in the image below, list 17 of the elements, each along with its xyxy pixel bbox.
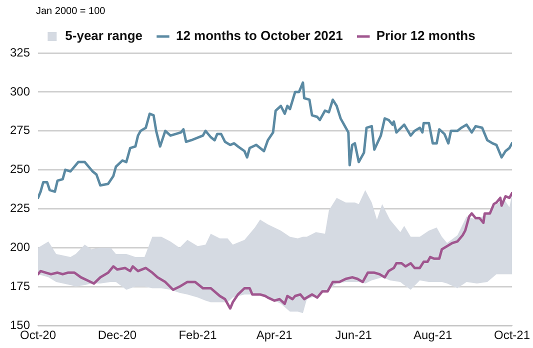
x-tick-label: Aug-21 [413,328,452,342]
y-tick-label: 200 [10,240,30,254]
y-tick-label: 250 [10,162,30,176]
y-tick-label: 325 [10,45,30,60]
x-tick-label: Dec-20 [98,328,137,342]
y-tick-label: 225 [10,201,30,216]
x-tick-label: Oct-21 [494,328,530,342]
legend-label: Prior 12 months [376,28,476,44]
legend-label: 5-year range [65,28,142,44]
y-tick-label: 175 [10,278,30,293]
x-tick-label: Feb-21 [178,328,218,342]
y-tick-label: 275 [10,123,30,138]
legend-label: 12 months to October 2021 [176,28,343,44]
y-axis-title: Jan 2000 = 100 [36,6,106,17]
y-tick-label: 300 [10,84,30,98]
x-tick-label: Apr-21 [256,328,293,342]
x-tick-label: Jun-21 [335,328,372,342]
